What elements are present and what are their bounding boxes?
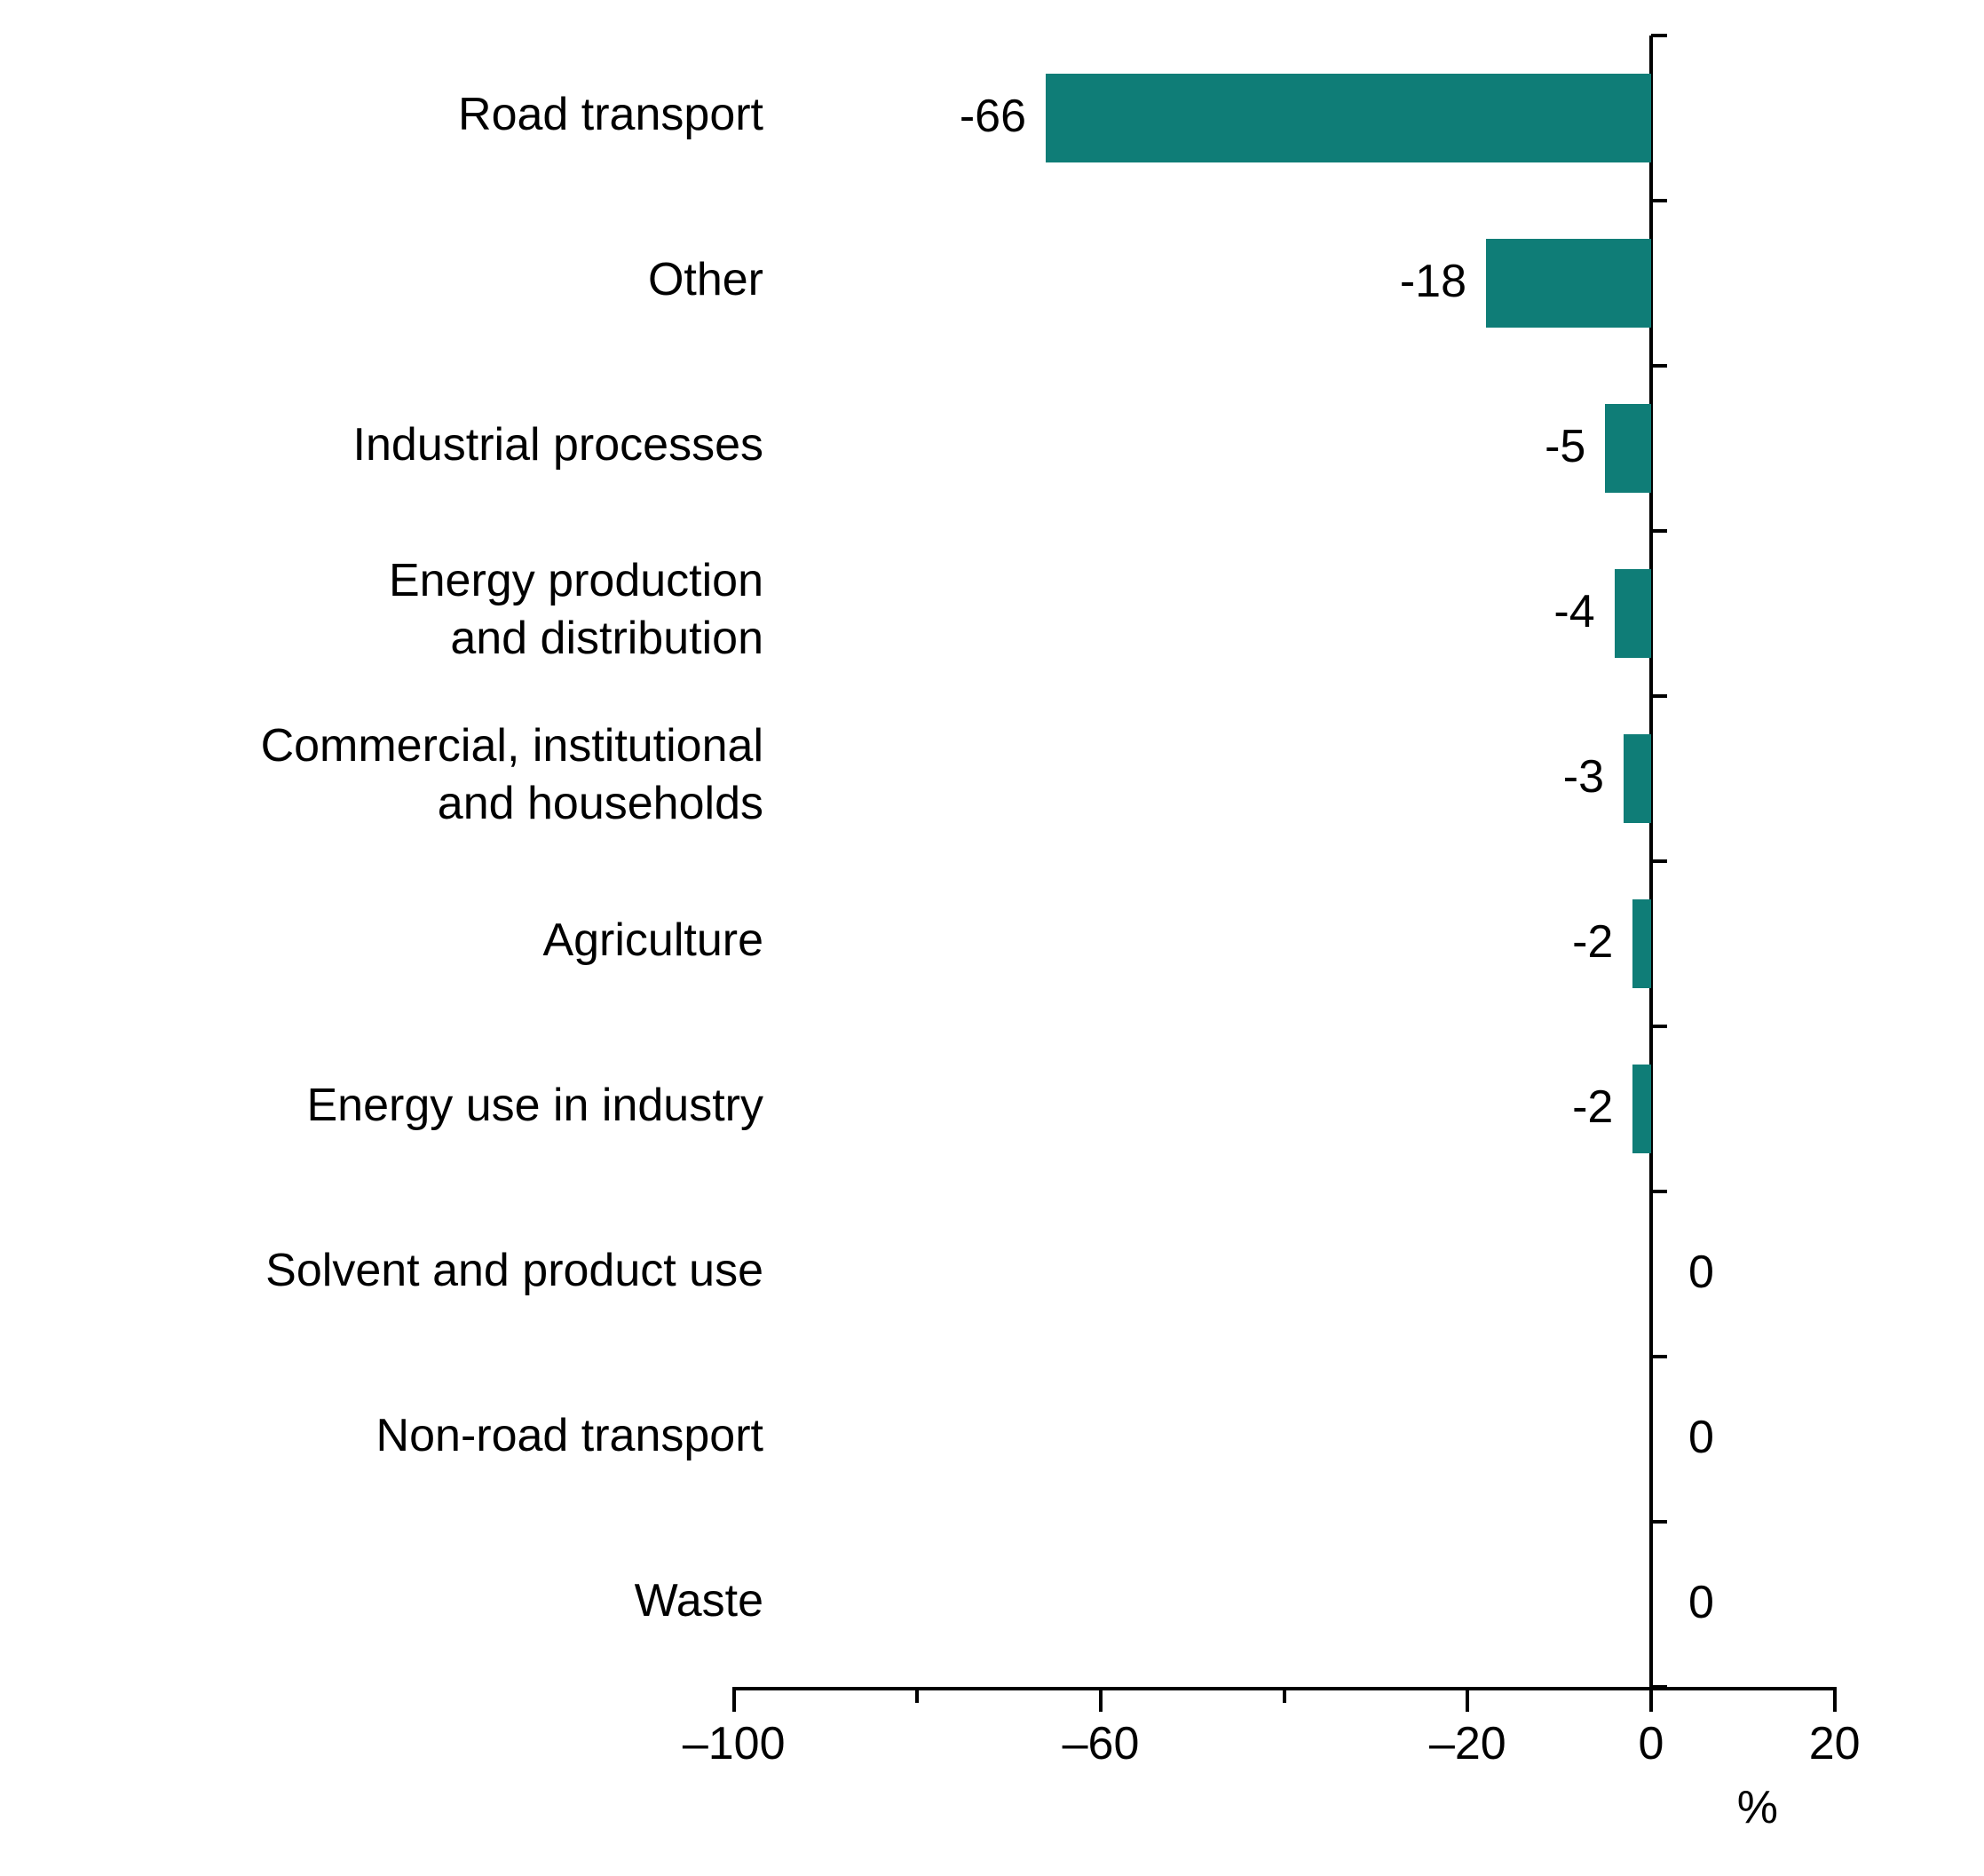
bar [1632, 899, 1651, 988]
value-label: -4 [1418, 585, 1595, 638]
category-label: Solvent and product use [27, 1242, 763, 1300]
category-label: Energy production and distribution [27, 552, 763, 668]
y-tick [1651, 1025, 1667, 1028]
x-tick-label: 20 [1728, 1717, 1941, 1770]
x-tick [1649, 1687, 1653, 1712]
category-label: Waste [27, 1572, 763, 1630]
value-label: -2 [1435, 1080, 1613, 1134]
category-label: Road transport [27, 86, 763, 144]
y-tick [1651, 199, 1667, 202]
value-label: -5 [1408, 420, 1585, 473]
category-label: Other [27, 251, 763, 309]
y-tick [1651, 859, 1667, 863]
y-tick [1651, 529, 1667, 533]
y-tick [1651, 34, 1667, 37]
y-tick [1651, 1190, 1667, 1193]
y-tick [1651, 1520, 1667, 1524]
category-label: Commercial, institutional and households [27, 717, 763, 833]
category-label: Energy use in industry [27, 1077, 763, 1135]
x-tick [1833, 1687, 1837, 1712]
y-tick [1651, 1685, 1667, 1689]
y-tick [1651, 364, 1667, 368]
category-label: Agriculture [27, 912, 763, 970]
value-label: -66 [849, 90, 1026, 143]
bar [1615, 569, 1651, 658]
horizontal-bar-chart: –100–60–20020Road transport-66Other-18In… [0, 0, 1984, 1876]
x-tick-label: 0 [1545, 1717, 1758, 1770]
x-axis-title: % [1737, 1781, 1861, 1834]
bar [1486, 239, 1651, 328]
value-label: -18 [1289, 255, 1466, 308]
x-tick [1466, 1687, 1469, 1712]
x-minor-tick [1283, 1687, 1286, 1703]
bar [1605, 404, 1651, 493]
bar [1624, 734, 1651, 823]
value-label: -3 [1427, 750, 1604, 803]
value-label: 0 [1688, 1411, 1866, 1464]
x-tick [1099, 1687, 1103, 1712]
value-label: -2 [1435, 915, 1613, 969]
x-tick [732, 1687, 736, 1712]
x-tick-label: –60 [994, 1717, 1207, 1770]
category-label: Industrial processes [27, 416, 763, 474]
x-tick-label: –20 [1361, 1717, 1574, 1770]
y-tick [1651, 694, 1667, 698]
y-tick [1651, 1355, 1667, 1358]
value-label: 0 [1688, 1246, 1866, 1299]
x-tick-label: –100 [628, 1717, 841, 1770]
bar [1632, 1065, 1651, 1153]
value-label: 0 [1688, 1576, 1866, 1629]
bar [1046, 74, 1651, 162]
category-label: Non-road transport [27, 1407, 763, 1465]
x-minor-tick [915, 1687, 919, 1703]
